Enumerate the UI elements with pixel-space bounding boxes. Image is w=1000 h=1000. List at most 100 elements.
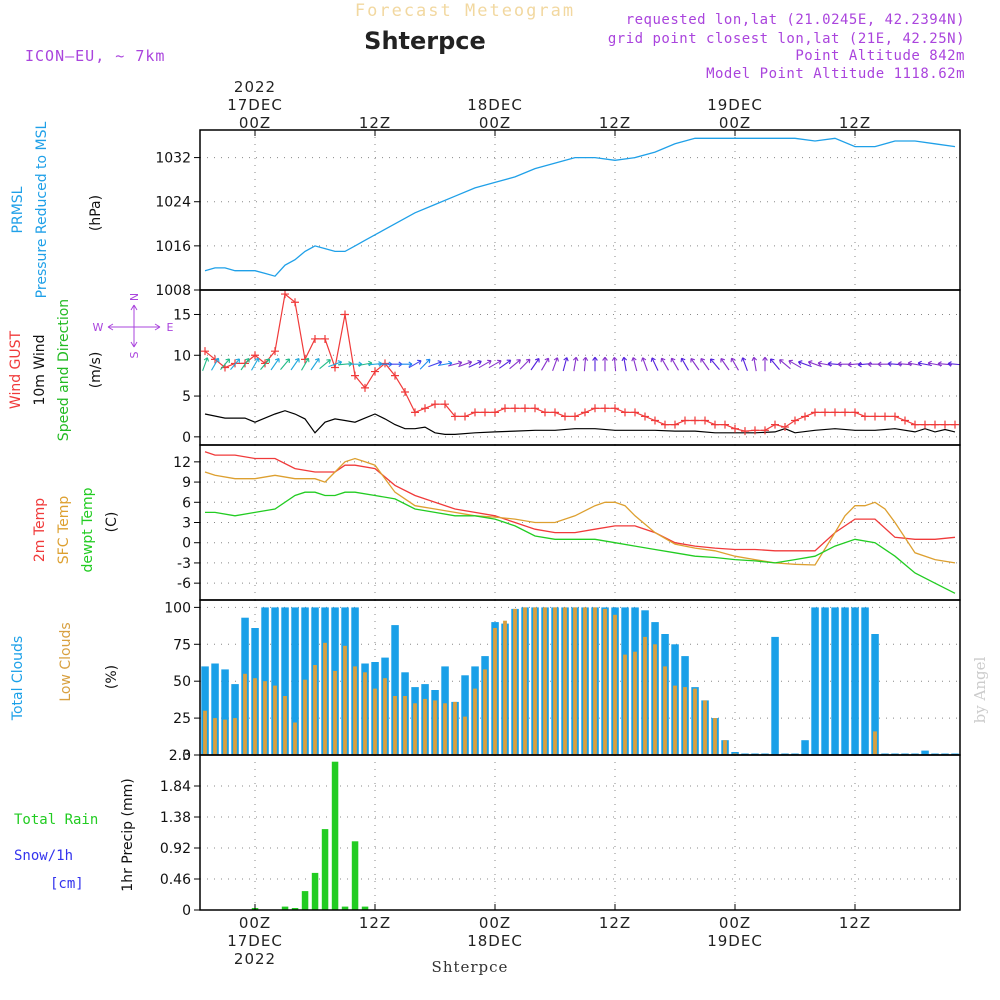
y-tick-label: 1032 xyxy=(155,151,191,167)
label-speed-direction: Speed and Direction xyxy=(56,299,72,441)
gust-marker xyxy=(881,412,889,421)
pressure-plot-area xyxy=(204,137,956,277)
wind-direction-arrow xyxy=(572,356,579,372)
unit-c: (C) xyxy=(104,512,120,533)
gust-marker xyxy=(391,371,399,380)
y-tick-label: 9 xyxy=(182,475,191,491)
wind-direction-arrow xyxy=(509,359,521,370)
y-tick-label: 0.46 xyxy=(160,872,191,888)
wind-direction-arrow xyxy=(310,357,320,371)
low-cloud-bar xyxy=(563,607,567,755)
y-tick-label: 0 xyxy=(182,903,191,919)
wind-direction-arrow xyxy=(541,357,550,371)
time-label-bottom: 00Z xyxy=(239,914,271,932)
gust-marker xyxy=(271,347,279,356)
gust-marker xyxy=(351,371,359,380)
low-cloud-bar xyxy=(413,703,417,755)
gust-marker xyxy=(371,367,379,376)
total-cloud-bar xyxy=(291,607,299,755)
low-cloud-bar xyxy=(613,614,617,755)
gust-marker xyxy=(671,420,679,429)
location-title: Shterpce xyxy=(364,27,486,55)
y-tick-label: 0 xyxy=(182,536,191,552)
low-cloud-bar xyxy=(643,636,647,755)
low-cloud-bar xyxy=(423,698,427,755)
gust-marker xyxy=(451,412,459,421)
gust-marker xyxy=(721,420,729,429)
time-label-bottom: 12Z xyxy=(599,914,631,932)
low-cloud-bar xyxy=(283,696,287,755)
gust-marker xyxy=(251,351,259,360)
low-cloud-bar xyxy=(303,679,307,755)
low-cloud-bar xyxy=(273,685,277,755)
gust-marker xyxy=(441,400,449,409)
gust-marker xyxy=(751,426,759,435)
wind-direction-arrow xyxy=(670,357,679,371)
low-cloud-bar xyxy=(483,669,487,755)
wind-direction-arrow xyxy=(290,357,300,371)
low-cloud-bar xyxy=(353,666,357,755)
gust-marker xyxy=(861,412,869,421)
low-cloud-bar xyxy=(573,607,577,755)
wind-direction-arrow xyxy=(552,357,560,371)
wind-direction-arrow xyxy=(740,357,748,371)
label-total-rain: Total Rain xyxy=(14,812,98,828)
gust-marker xyxy=(321,334,329,343)
wind-direction-arrow xyxy=(530,357,540,371)
gust-marker xyxy=(771,420,779,429)
panel-wind: 0 5 10 15 Wind GUST 10m Wind Speed and Directi… xyxy=(8,290,960,446)
gust-marker xyxy=(281,290,289,299)
total-cloud-bar xyxy=(851,607,859,755)
total-cloud-bar xyxy=(841,607,849,755)
low-cloud-bar xyxy=(653,644,657,755)
gust-marker xyxy=(851,408,859,417)
compass-e-label: E xyxy=(167,321,174,334)
header-title-faded: Forecast Meteogram xyxy=(355,1,575,21)
wind-direction-arrow xyxy=(621,356,628,372)
gust-marker xyxy=(471,408,479,417)
y-tick-label: 50 xyxy=(173,674,191,690)
wind-direction-arrow xyxy=(519,358,531,370)
gust-marker xyxy=(701,416,709,425)
y-tick-label: 100 xyxy=(164,600,191,616)
label-prmsl: PRMSL xyxy=(10,186,26,233)
temperature-plot-area xyxy=(204,451,956,594)
gust-marker xyxy=(741,427,749,436)
wind-direction-arrow xyxy=(650,357,659,371)
rain-bar xyxy=(341,906,349,910)
gust-marker xyxy=(551,408,559,417)
wind-direction-arrow xyxy=(611,356,618,372)
gust-marker xyxy=(331,363,339,372)
low-cloud-bar xyxy=(713,718,717,755)
pressure-line xyxy=(204,137,956,277)
gust-marker xyxy=(651,416,659,425)
time-label-top: 19DEC xyxy=(707,96,763,114)
rain-bar xyxy=(281,906,289,910)
low-cloud-bar xyxy=(513,608,517,755)
wind-direction-arrow xyxy=(211,357,220,371)
low-cloud-bar xyxy=(603,608,607,755)
clouds-plot-area xyxy=(201,607,959,755)
time-label-bottom: 00Z xyxy=(719,914,751,932)
wind-direction-arrow xyxy=(280,358,291,370)
wind-direction-arrow xyxy=(769,358,780,370)
gust-marker xyxy=(561,412,569,421)
low-cloud-bar xyxy=(263,681,267,755)
time-label-top: 17DEC xyxy=(227,96,283,114)
low-cloud-bar xyxy=(623,654,627,755)
wind-direction-arrow xyxy=(478,359,492,369)
time-label-bottom: 17DEC xyxy=(227,932,283,950)
wind-direction-arrow xyxy=(458,360,473,368)
y-tick-label: 0 xyxy=(182,430,191,446)
y-tick-label: 10 xyxy=(173,348,191,364)
wind-direction-arrow xyxy=(270,357,280,371)
requested-coords: requested lon,lat (21.0245E, 42.2394N) xyxy=(626,12,965,28)
wind-direction-arrow xyxy=(260,358,271,370)
wind-direction-arrow xyxy=(730,357,739,371)
panel-border xyxy=(199,129,961,291)
gust-marker xyxy=(891,412,899,421)
low-cloud-bar xyxy=(723,740,727,755)
wind-direction-arrow xyxy=(428,360,443,368)
total-cloud-bar xyxy=(461,675,469,755)
panel-border xyxy=(199,444,961,601)
